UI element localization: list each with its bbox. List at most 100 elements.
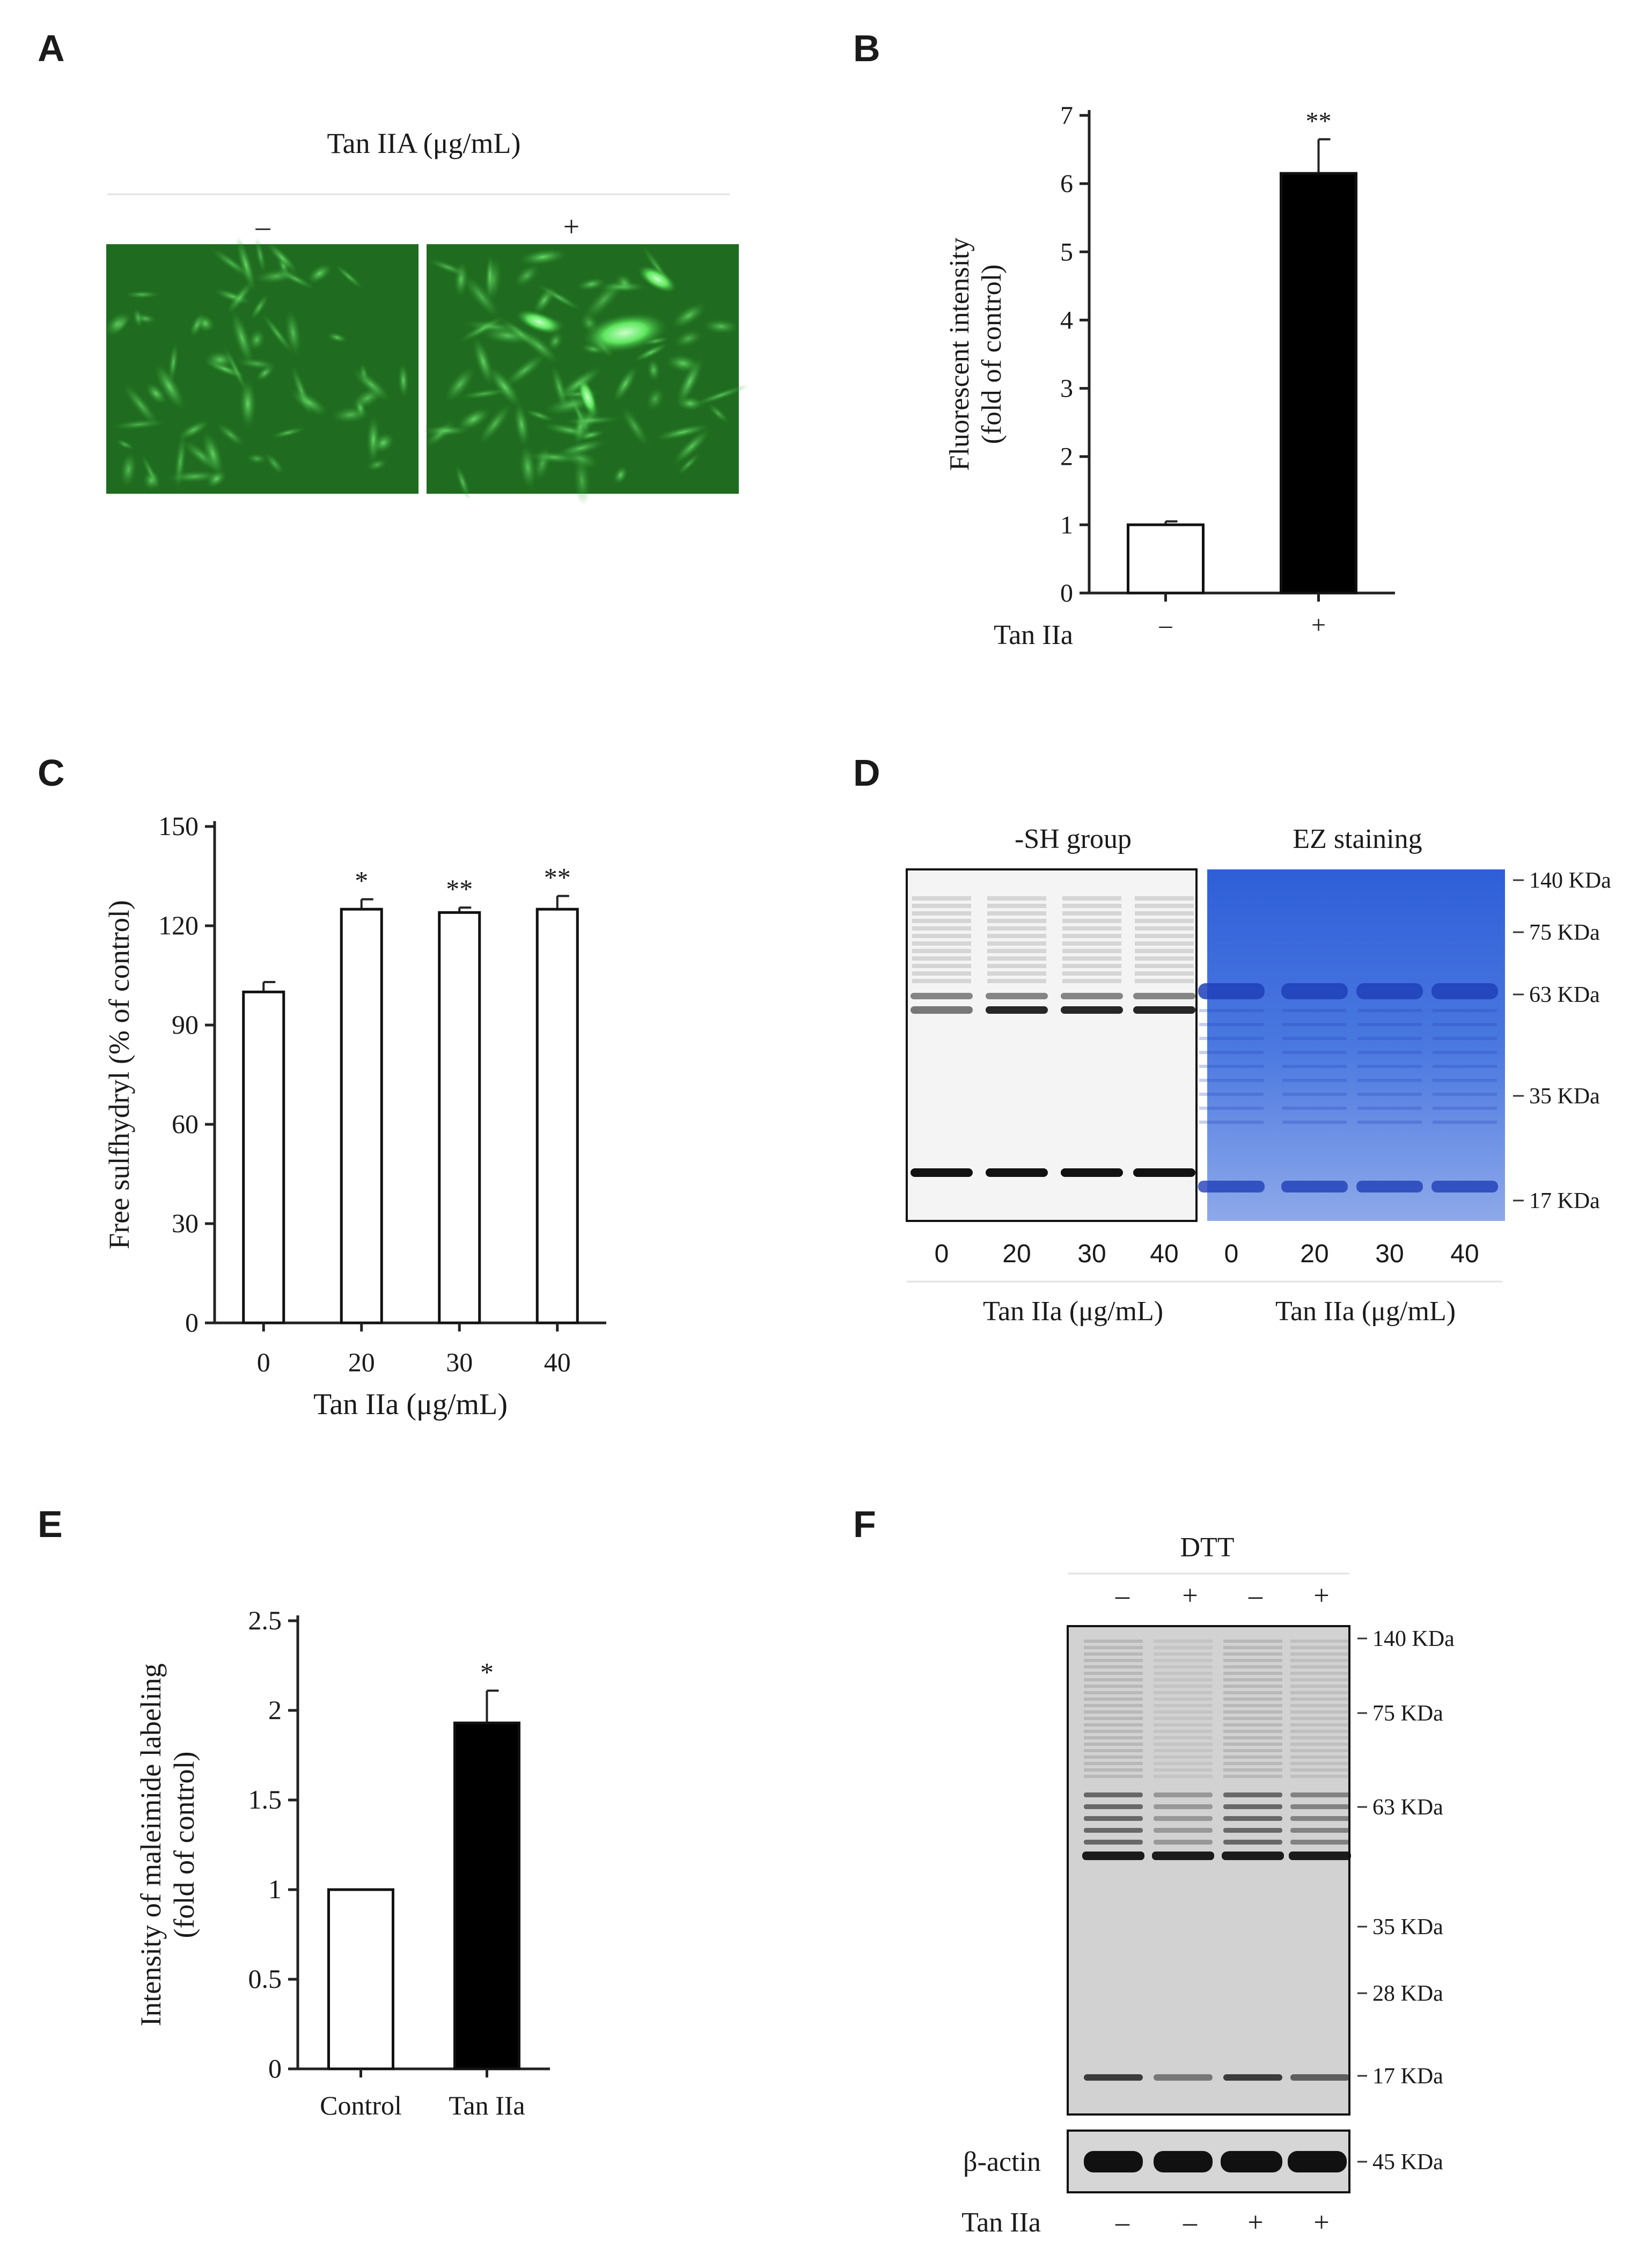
cell [615,273,634,292]
faint-band [1290,1710,1349,1714]
faint-band [1223,1762,1282,1765]
faint-band [1357,1009,1422,1012]
cell [290,389,328,416]
faint-band [1290,1768,1349,1772]
band [1061,1006,1123,1014]
faint-band [1084,1678,1143,1681]
faint-band [1357,1079,1422,1082]
cell [254,268,299,284]
faint-band [1223,1640,1282,1643]
faint-band [1135,949,1194,953]
dtt-sign: + [1313,1580,1329,1611]
band [1290,1804,1349,1809]
faint-band [1357,1023,1422,1026]
marker-label: 28 KDa [1372,1981,1443,2006]
cell [671,302,707,329]
faint-band [1062,911,1121,916]
faint-band [1433,1009,1497,1012]
faint-band [1084,1640,1143,1643]
faint-band [1199,1107,1264,1110]
faint-band [1223,1755,1282,1759]
category-label: 20 [348,1347,375,1377]
actin-label: β-actin [963,2147,1041,2177]
category-label: 0 [257,1347,270,1377]
band [1290,1816,1349,1821]
cell [481,326,534,345]
marker-label: 17 KDa [1372,2064,1443,2089]
cell [472,336,494,386]
marker-label: 75 KDa [1529,920,1600,945]
bar [535,908,579,1325]
faint-band [1199,1065,1264,1068]
faint-band [1084,1697,1143,1701]
faint-band [1199,1023,1264,1026]
faint-band [1290,1697,1349,1701]
category-label: 30 [446,1347,473,1377]
faint-band [1154,1762,1213,1765]
cell [327,332,348,343]
faint-band [1433,1079,1497,1082]
faint-band [1282,1093,1347,1096]
significance-mark: ** [446,874,473,904]
faint-band [1223,1768,1282,1772]
faint-band [1062,956,1121,961]
band [1198,1181,1265,1192]
faint-band [1357,1121,1422,1124]
faint-band [987,971,1046,976]
cell [702,319,739,334]
dtt-sign: + [1182,1580,1198,1611]
faint-band [987,949,1046,953]
faint-band [1433,1107,1497,1110]
faint-band [1062,904,1121,908]
panel-label-b: B [853,27,880,69]
faint-band [1062,919,1121,923]
cell [485,254,495,298]
faint-band [1135,971,1194,976]
faint-band [1154,1717,1213,1720]
faint-band [1199,1009,1264,1012]
panel-a-condition-plus: + [563,210,579,243]
cell [518,248,568,266]
band [1431,983,1498,999]
cell [459,388,509,399]
y-tick-label: 1.5 [248,1784,282,1814]
y-tick-label: 120 [158,910,199,940]
band [1281,983,1348,999]
faint-band [1135,919,1194,923]
cell [673,329,703,348]
band [1223,1828,1282,1833]
significance-mark: ** [1306,107,1332,136]
faint-band [1154,1755,1213,1759]
panel-label-a: A [38,27,65,69]
faint-band [1154,1691,1213,1694]
faint-band [987,956,1046,961]
bar [327,1888,394,2070]
y-tick-label: 1 [268,1874,282,1904]
faint-band [1357,1093,1422,1096]
faint-band [1135,911,1194,916]
faint-band [1154,1659,1213,1662]
faint-band [1135,964,1194,968]
faint-band [1290,1755,1349,1759]
y-tick-label: 0 [1060,579,1073,608]
faint-band [1199,1037,1264,1040]
faint-band [1084,1717,1143,1720]
lane-label: 0 [1224,1240,1239,1268]
faint-band [1084,1652,1143,1656]
bar [453,1721,520,2070]
faint-band [1223,1730,1282,1733]
faint-band [1084,1736,1143,1739]
faint-band [1290,1652,1349,1656]
dtt-sign: – [1248,1580,1263,1611]
marker-label: 75 KDa [1372,1701,1443,1726]
lane-label: 20 [1300,1240,1328,1268]
cell [444,367,475,403]
faint-band [1154,1672,1213,1675]
panel-label-e: E [38,1503,63,1545]
cell [454,464,471,500]
faint-band [1223,1704,1282,1707]
faint-band [1223,1697,1282,1701]
faint-band [1154,1640,1213,1643]
faint-band [1084,1691,1143,1694]
faint-band [1062,964,1121,968]
